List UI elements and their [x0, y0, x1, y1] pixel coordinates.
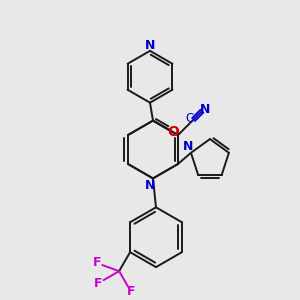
- Text: N: N: [145, 39, 155, 52]
- Text: F: F: [92, 256, 101, 269]
- Text: N: N: [200, 103, 210, 116]
- Text: N: N: [183, 140, 193, 153]
- Text: C: C: [185, 112, 194, 125]
- Text: F: F: [94, 277, 103, 290]
- Text: O: O: [167, 125, 179, 139]
- Text: F: F: [127, 285, 135, 298]
- Text: N: N: [145, 179, 155, 192]
